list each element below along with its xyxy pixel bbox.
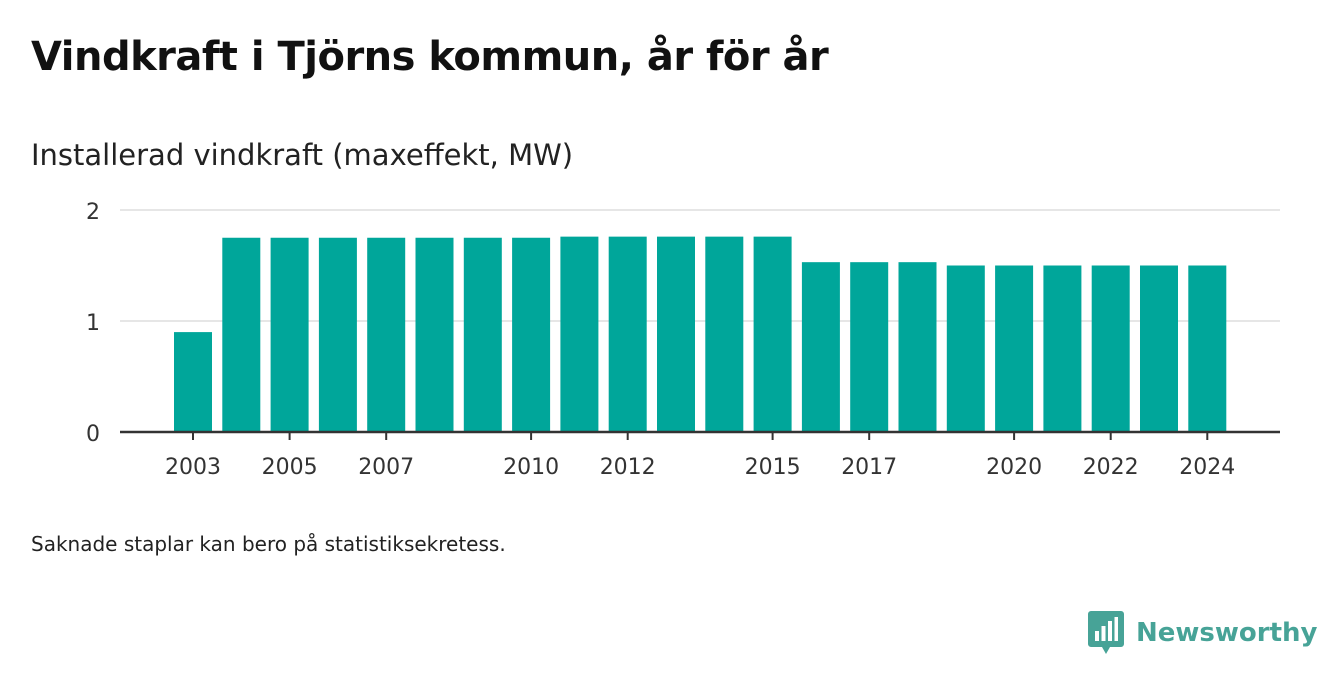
x-tick-label: 2012 [600, 455, 656, 480]
bar [753, 236, 792, 432]
bar [222, 237, 261, 432]
x-tick-label: 2015 [745, 455, 801, 480]
x-tick-label: 2022 [1083, 455, 1139, 480]
x-tick-label: 2003 [165, 455, 221, 480]
bar [512, 237, 551, 432]
newsworthy-logo-icon [1088, 611, 1124, 654]
chart-title: Vindkraft i Tjörns kommun, år för år [31, 34, 829, 80]
x-tick-label: 2024 [1179, 455, 1235, 480]
bar [463, 237, 502, 432]
y-tick-label: 1 [86, 311, 100, 336]
bar [705, 236, 744, 432]
x-tick-label: 2020 [986, 455, 1042, 480]
bar [1140, 265, 1178, 432]
bar [850, 262, 889, 432]
brand-name: Newsworthy [1136, 618, 1318, 648]
bar [898, 262, 937, 432]
bar [560, 236, 599, 432]
x-tick-label: 2007 [358, 455, 414, 480]
x-tick-label: 2017 [841, 455, 897, 480]
newsworthy-logo[interactable]: Newsworthy [1088, 611, 1317, 655]
chart-subtitle: Installerad vindkraft (maxeffekt, MW) [31, 138, 574, 172]
x-tick-label: 2005 [262, 455, 318, 480]
bar [1043, 265, 1082, 432]
bar [608, 236, 647, 432]
footnote: Saknade staplar kan bero på statistiksek… [31, 532, 506, 556]
y-tick-label: 0 [86, 422, 100, 447]
bar [946, 265, 985, 432]
bar [174, 332, 212, 432]
x-tick-label: 2010 [503, 455, 559, 480]
bar [995, 265, 1034, 432]
y-tick-label: 2 [86, 200, 100, 225]
bar [270, 237, 309, 432]
bar [657, 236, 695, 432]
bar [1188, 265, 1227, 432]
bar [1091, 265, 1130, 432]
bar [318, 237, 357, 432]
bar-chart: 0 1 2 2003 2005 2007 2010 2012 2015 2017 2020 2022 2… [86, 200, 1280, 480]
bar [415, 237, 454, 432]
bar [801, 262, 840, 432]
bar [367, 237, 406, 432]
